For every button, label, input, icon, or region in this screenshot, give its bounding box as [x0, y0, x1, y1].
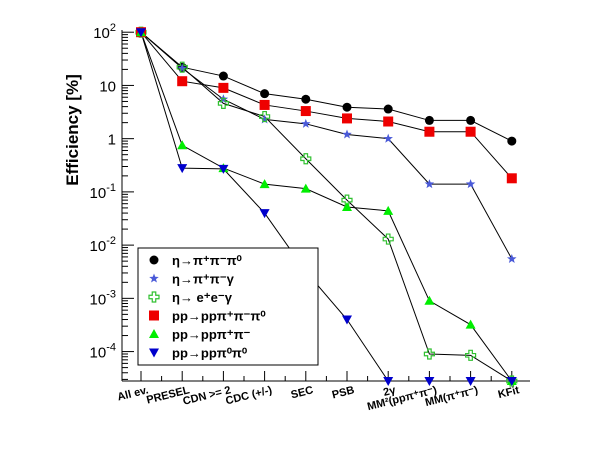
data-point-circle — [342, 102, 352, 112]
legend-entry: pp→ppπ⁰π⁰ — [172, 346, 248, 361]
x-tick-label: PSB — [331, 384, 356, 401]
data-point-triangle-down — [177, 164, 188, 174]
data-point-star — [301, 118, 311, 128]
data-point-square — [177, 76, 188, 87]
legend-entry: pp→ppπ⁺π⁻ — [172, 327, 251, 342]
data-point-triangle-down — [424, 377, 435, 386]
legend-marker — [149, 329, 159, 338]
data-point-square — [383, 116, 394, 127]
data-point-cross-open — [176, 61, 188, 73]
series-line — [140, 32, 512, 382]
data-point-triangle-up — [259, 179, 270, 189]
data-point-cross-open — [341, 194, 353, 206]
series-line — [140, 31, 513, 260]
legend-marker — [149, 255, 159, 265]
data-point-triangle-down — [342, 315, 352, 325]
data-point-cross-open — [465, 349, 477, 361]
data-point-circle — [218, 71, 228, 81]
data-point-square — [259, 99, 270, 110]
data-point-cross-open — [217, 97, 229, 109]
data-point-star — [383, 133, 393, 143]
data-point-star — [465, 179, 476, 189]
data-point-circle — [466, 115, 476, 125]
data-point-triangle-down — [506, 377, 517, 386]
data-point-circle — [383, 104, 393, 114]
y-tick-label: 10-1 — [90, 182, 116, 202]
y-tick-label: 102 — [93, 22, 116, 42]
data-point-square — [424, 126, 435, 137]
data-point-circle — [424, 115, 434, 125]
data-point-triangle-up — [424, 295, 435, 305]
data-point-triangle-down — [383, 377, 394, 386]
legend: η→π⁺π⁻π⁰ η→π⁺π⁻γ η→ e⁺e⁻γ pp→ppπ⁺π⁻π⁰ pp→ppπ… — [137, 247, 319, 366]
legend-marker — [149, 310, 159, 321]
x-tick-label: CDC (+/-) — [224, 384, 273, 407]
data-point-triangle-down — [136, 28, 146, 38]
legend-marker — [149, 348, 159, 358]
series-lines — [140, 31, 513, 382]
data-point-cross-open — [300, 153, 312, 165]
data-point-star — [507, 253, 517, 263]
x-tick-label: KFit — [497, 384, 521, 401]
series-line — [140, 32, 513, 382]
data-point-triangle-up — [300, 183, 311, 193]
y-tick-label: 10-4 — [90, 342, 116, 362]
data-point-cross-open — [382, 233, 394, 245]
data-point-triangle-down — [465, 377, 476, 386]
legend-entry: η→ e⁺e⁻γ — [172, 290, 233, 305]
data-point-triangle-down — [218, 164, 229, 174]
data-point-star — [177, 63, 187, 73]
data-point-triangle-up — [465, 319, 476, 329]
y-tick-label: 10-2 — [90, 235, 116, 255]
data-point-star — [259, 114, 270, 124]
y-tick-label: 1 — [108, 132, 116, 149]
data-point-square — [465, 126, 476, 137]
series-markers — [135, 26, 518, 387]
data-point-square — [506, 173, 517, 184]
legend-marker — [148, 291, 160, 303]
data-point-square — [218, 82, 229, 93]
series-line — [140, 31, 513, 382]
data-point-circle — [301, 94, 311, 104]
x-tick-label: All ev. — [116, 384, 150, 403]
data-point-triangle-up — [342, 202, 352, 212]
data-point-triangle-up — [177, 140, 188, 150]
x-tick-label: SEC — [290, 384, 315, 401]
series-line — [140, 31, 513, 179]
series-line — [140, 31, 513, 142]
legend-marker — [149, 273, 159, 283]
data-point-cross-open — [259, 110, 271, 123]
data-point-square — [300, 106, 311, 117]
legend-entry: η→π⁺π⁻γ — [172, 272, 235, 287]
y-tick-label: 10-3 — [90, 288, 116, 308]
data-point-cross-open — [423, 348, 435, 360]
legend-entry: η→π⁺π⁻π⁰ — [172, 253, 243, 268]
data-point-star — [342, 129, 352, 139]
legend-entry: pp→ppπ⁺π⁻π⁰ — [172, 309, 266, 324]
data-point-circle — [260, 89, 270, 99]
data-point-triangle-down — [259, 209, 270, 219]
legend-box — [137, 247, 319, 366]
y-tick-label: 10 — [99, 78, 116, 95]
data-point-triangle-up — [383, 205, 394, 215]
x-tick-label: 2γ — [382, 384, 398, 399]
data-point-star — [424, 179, 435, 189]
data-point-square — [342, 113, 352, 124]
y-axis-label: Efficiency [%] — [63, 74, 82, 185]
data-point-circle — [507, 136, 517, 146]
